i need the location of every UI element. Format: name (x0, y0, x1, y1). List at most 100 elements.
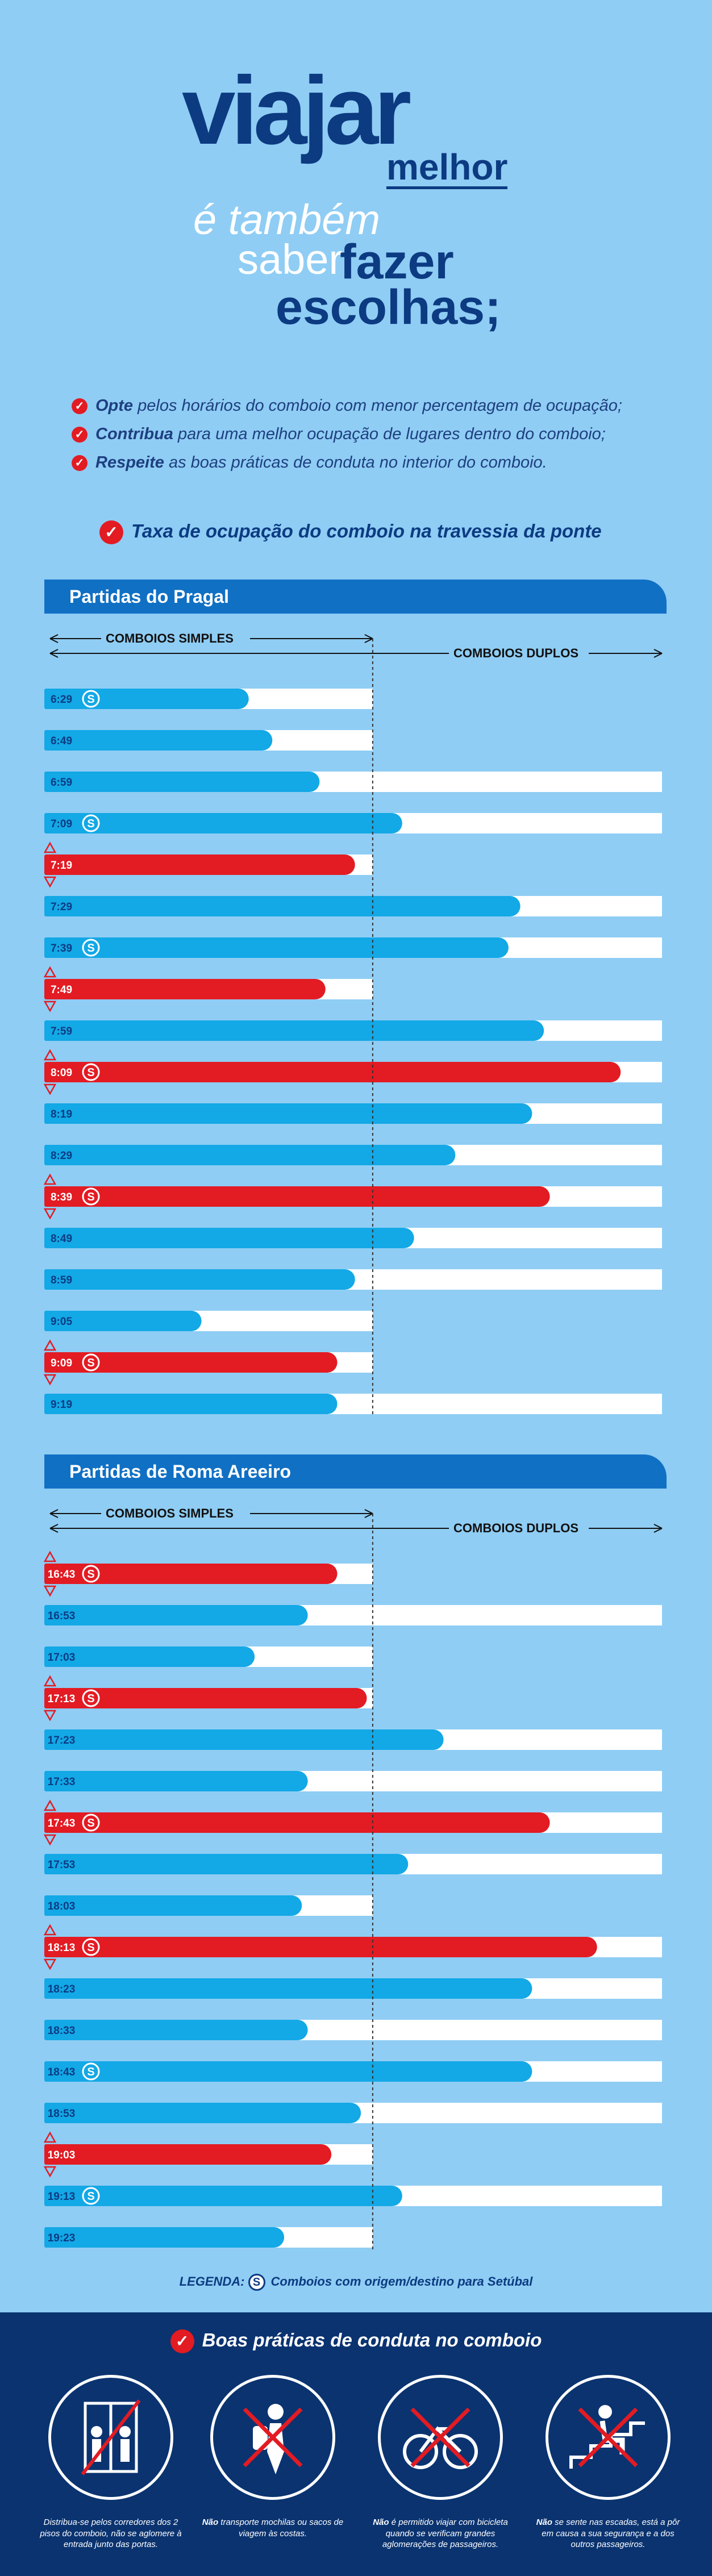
time-label: 6:29 (51, 694, 72, 706)
time-box (44, 1812, 78, 1833)
range-label-duplos-bg (449, 647, 589, 661)
time-label: 7:49 (51, 984, 72, 996)
time-label: 6:49 (51, 735, 72, 747)
check-icon: ✓ (72, 455, 88, 472)
setubal-icon-glyph: S (87, 1941, 94, 1954)
bar (71, 1771, 308, 1791)
setubal-icon (82, 1353, 100, 1372)
bar (72, 1145, 456, 1165)
setubal-icon-glyph: S (87, 1817, 94, 1829)
bar (72, 2227, 285, 2248)
bar (71, 1605, 308, 1625)
time-label: 8:19 (51, 1108, 72, 1120)
headline-saber: saber (238, 236, 343, 283)
peak-up-arrow (43, 1049, 57, 1061)
peak-down-arrow (43, 2166, 57, 2178)
setubal-icon-glyph: S (87, 2066, 94, 2078)
headline-escolhas: escolhas; (276, 280, 501, 335)
time-label: 18:23 (48, 1983, 76, 1995)
bar (71, 855, 355, 875)
time-label: 16:43 (48, 1569, 76, 1581)
setubal-icon (82, 2187, 100, 2205)
range-label-duplos-bg (449, 1522, 589, 1536)
time-box (44, 979, 78, 999)
setubal-icon-glyph: S (87, 942, 94, 954)
setubal-icon (82, 1565, 100, 1583)
tip-item: ✓ Opte pelos horários do comboio com meno… (72, 397, 622, 415)
bar (72, 896, 521, 916)
bar (72, 1729, 444, 1750)
time-label: 17:33 (48, 1776, 76, 1788)
bar (71, 1895, 302, 1916)
legend-text: Comboios com origem/destino para Setúbal (270, 2274, 533, 2289)
caption-stairs: Não se sente nas escadas, está a pôr em … (536, 2517, 680, 2549)
bar (72, 689, 249, 709)
time-label: 19:23 (48, 2232, 76, 2244)
time-box (44, 2144, 78, 2165)
bar (72, 1103, 532, 1124)
simples-range-arrow-head-right (364, 634, 373, 643)
time-box (44, 1564, 78, 1584)
peak-up-arrow (43, 1924, 57, 1936)
headline-fazer: fazer (340, 235, 454, 289)
time-box (44, 772, 78, 792)
setubal-icon (82, 690, 100, 708)
time-box (44, 1688, 78, 1708)
footer-title-text: Boas práticas de conduta no comboio (202, 2329, 542, 2350)
bar (72, 2186, 402, 2206)
simples-range-arrow-head-left (49, 1509, 59, 1518)
peak-down-arrow (43, 1585, 57, 1597)
no-backpack-icon (210, 2375, 335, 2500)
setubal-icon-glyph: S (87, 818, 94, 830)
time-label: 8:59 (51, 1274, 72, 1286)
caption-distribute: Distribua-se pelos corredores dos 2 piso… (40, 2517, 182, 2549)
time-label: 8:09 (51, 1067, 72, 1079)
time-label: 17:53 (48, 1859, 76, 1871)
time-label: 17:23 (48, 1735, 76, 1746)
legend: LEGENDA: S Comboios com origem/destino par… (0, 2274, 712, 2291)
bar (72, 1352, 338, 1373)
time-label: 18:53 (48, 2108, 76, 2120)
peak-down-arrow (43, 1374, 57, 1386)
bar (72, 772, 320, 792)
time-box (44, 2020, 78, 2040)
time-label: 16:53 (48, 1610, 76, 1622)
time-box (44, 1771, 78, 1791)
legend-label: LEGENDA: (179, 2274, 245, 2289)
bar (72, 1647, 255, 1667)
time-label: 17:03 (48, 1652, 76, 1664)
time-box (44, 855, 78, 875)
check-icon: ✓ (170, 2329, 194, 2354)
setubal-icon (82, 1814, 100, 1832)
duplos-range-arrow-head-right (653, 649, 663, 658)
time-box (44, 1228, 78, 1248)
duplos-range-arrow-head-left (49, 649, 59, 658)
setubal-icon (82, 1063, 100, 1081)
time-label: 8:29 (51, 1150, 72, 1162)
check-icon: ✓ (72, 398, 88, 415)
duplos-range-arrow-head-left (49, 1524, 59, 1533)
bar (72, 1854, 409, 1874)
time-box (44, 2186, 78, 2206)
range-label-simples-bg (101, 632, 250, 647)
bar (72, 1020, 544, 1041)
time-label: 19:03 (48, 2149, 76, 2161)
simples-range-arrow-head-left (49, 634, 59, 643)
bar (72, 1688, 367, 1708)
tip-bold: Contribua (95, 425, 173, 443)
tip-text: as boas práticas de conduta no interior … (164, 453, 547, 472)
bar (72, 1062, 621, 1082)
peak-up-arrow (43, 1339, 57, 1351)
section-banner-roma-areeiro: Partidas de Roma Areeiro (44, 1454, 667, 1489)
time-label: 9:19 (51, 1399, 72, 1411)
setubal-icon (82, 814, 100, 832)
peak-up-arrow (43, 1173, 57, 1185)
time-box (44, 1020, 78, 1041)
headline-e-tambem: é também (193, 196, 381, 243)
time-box (44, 1937, 78, 1957)
peak-down-arrow (43, 1001, 57, 1012)
time-label: 8:49 (51, 1233, 72, 1245)
peak-up-arrow (43, 2131, 57, 2143)
peak-down-arrow (43, 1208, 57, 1220)
time-box (44, 1394, 78, 1414)
